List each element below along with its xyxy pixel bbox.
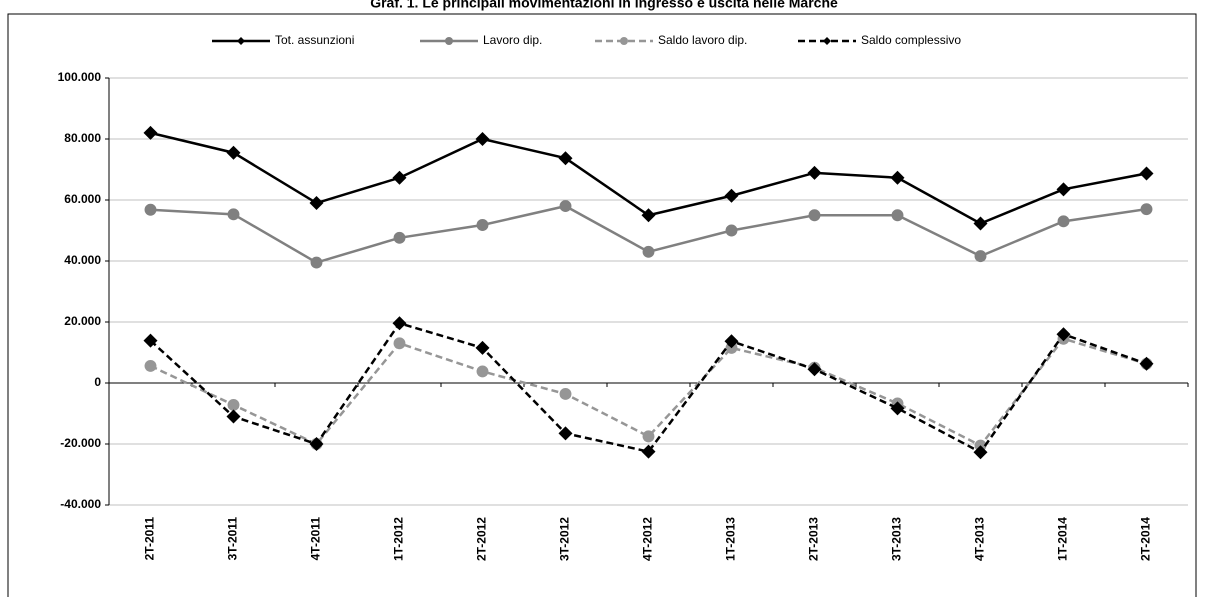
- x-tick-label: 4T-2011: [309, 517, 323, 561]
- point: [559, 200, 572, 213]
- series: [143, 125, 1154, 231]
- point: [144, 203, 157, 216]
- point: [642, 245, 655, 258]
- point: [724, 334, 739, 349]
- legend-marker: [237, 37, 245, 45]
- y-tick-label: 60.000: [64, 192, 101, 206]
- x-tick-label: 1T-2013: [724, 517, 738, 561]
- point: [393, 231, 406, 244]
- point: [558, 151, 573, 166]
- y-tick-label: -20.000: [60, 436, 101, 450]
- point: [1056, 182, 1071, 197]
- point: [143, 125, 158, 140]
- x-tick-label: 3T-2012: [558, 517, 572, 561]
- point: [890, 401, 905, 416]
- point: [309, 437, 324, 451]
- point: [724, 188, 739, 203]
- y-tick-label: 0: [94, 375, 101, 389]
- x-tick-label: 3T-2011: [226, 517, 240, 561]
- point: [475, 132, 490, 146]
- x-tick-label: 2T-2013: [807, 517, 821, 561]
- point: [642, 430, 655, 443]
- point: [393, 337, 406, 350]
- series: [144, 200, 1153, 269]
- legend-label: Lavoro dip.: [483, 33, 542, 47]
- point: [227, 399, 240, 411]
- y-tick-label: 40.000: [64, 253, 101, 267]
- legend-label: Saldo lavoro dip.: [658, 33, 747, 47]
- point: [641, 444, 656, 459]
- point: [891, 209, 904, 222]
- point: [1139, 356, 1154, 371]
- point: [973, 445, 988, 460]
- y-tick-label: 80.000: [64, 131, 101, 145]
- point: [392, 316, 407, 331]
- x-tick-label: 3T-2013: [890, 517, 904, 561]
- point: [392, 170, 407, 185]
- point: [309, 196, 324, 211]
- point: [641, 208, 656, 223]
- point: [1057, 215, 1070, 228]
- legend-marker: [823, 37, 831, 45]
- x-tick-label: 1T-2012: [392, 517, 406, 561]
- legend-label: Tot. assunzioni: [275, 33, 354, 47]
- point: [807, 362, 822, 377]
- x-tick-label: 4T-2012: [641, 517, 655, 561]
- point: [807, 165, 822, 180]
- chart-frame: [7, 13, 1197, 597]
- point: [475, 340, 490, 355]
- y-tick-label: 20.000: [64, 314, 101, 328]
- point: [476, 365, 489, 378]
- x-tick-label: 4T-2013: [973, 517, 987, 561]
- point: [1140, 203, 1153, 216]
- point: [1139, 166, 1154, 181]
- point: [890, 170, 905, 185]
- point: [808, 209, 821, 222]
- y-tick-label: 100.000: [58, 70, 102, 84]
- point: [1056, 327, 1071, 342]
- x-tick-label: 2T-2014: [1139, 517, 1153, 561]
- point: [310, 256, 323, 269]
- point: [227, 208, 240, 221]
- point: [144, 359, 157, 372]
- chart-title: Graf. 1. Le principali movimentazioni in…: [370, 0, 838, 11]
- y-tick-label: -40.000: [60, 497, 101, 511]
- point: [226, 145, 241, 160]
- point: [226, 409, 241, 424]
- series: [143, 316, 1154, 460]
- point: [143, 333, 158, 348]
- x-tick-label: 2T-2012: [475, 517, 489, 561]
- point: [558, 426, 573, 441]
- legend-marker: [445, 37, 453, 45]
- point: [476, 219, 489, 231]
- x-tick-label: 2T-2011: [143, 517, 157, 561]
- legend-label: Saldo complessivo: [861, 33, 961, 47]
- point: [725, 224, 738, 237]
- point: [974, 250, 987, 263]
- point: [973, 216, 988, 231]
- point: [559, 388, 572, 400]
- legend-marker: [620, 37, 628, 45]
- x-tick-label: 1T-2014: [1056, 517, 1070, 561]
